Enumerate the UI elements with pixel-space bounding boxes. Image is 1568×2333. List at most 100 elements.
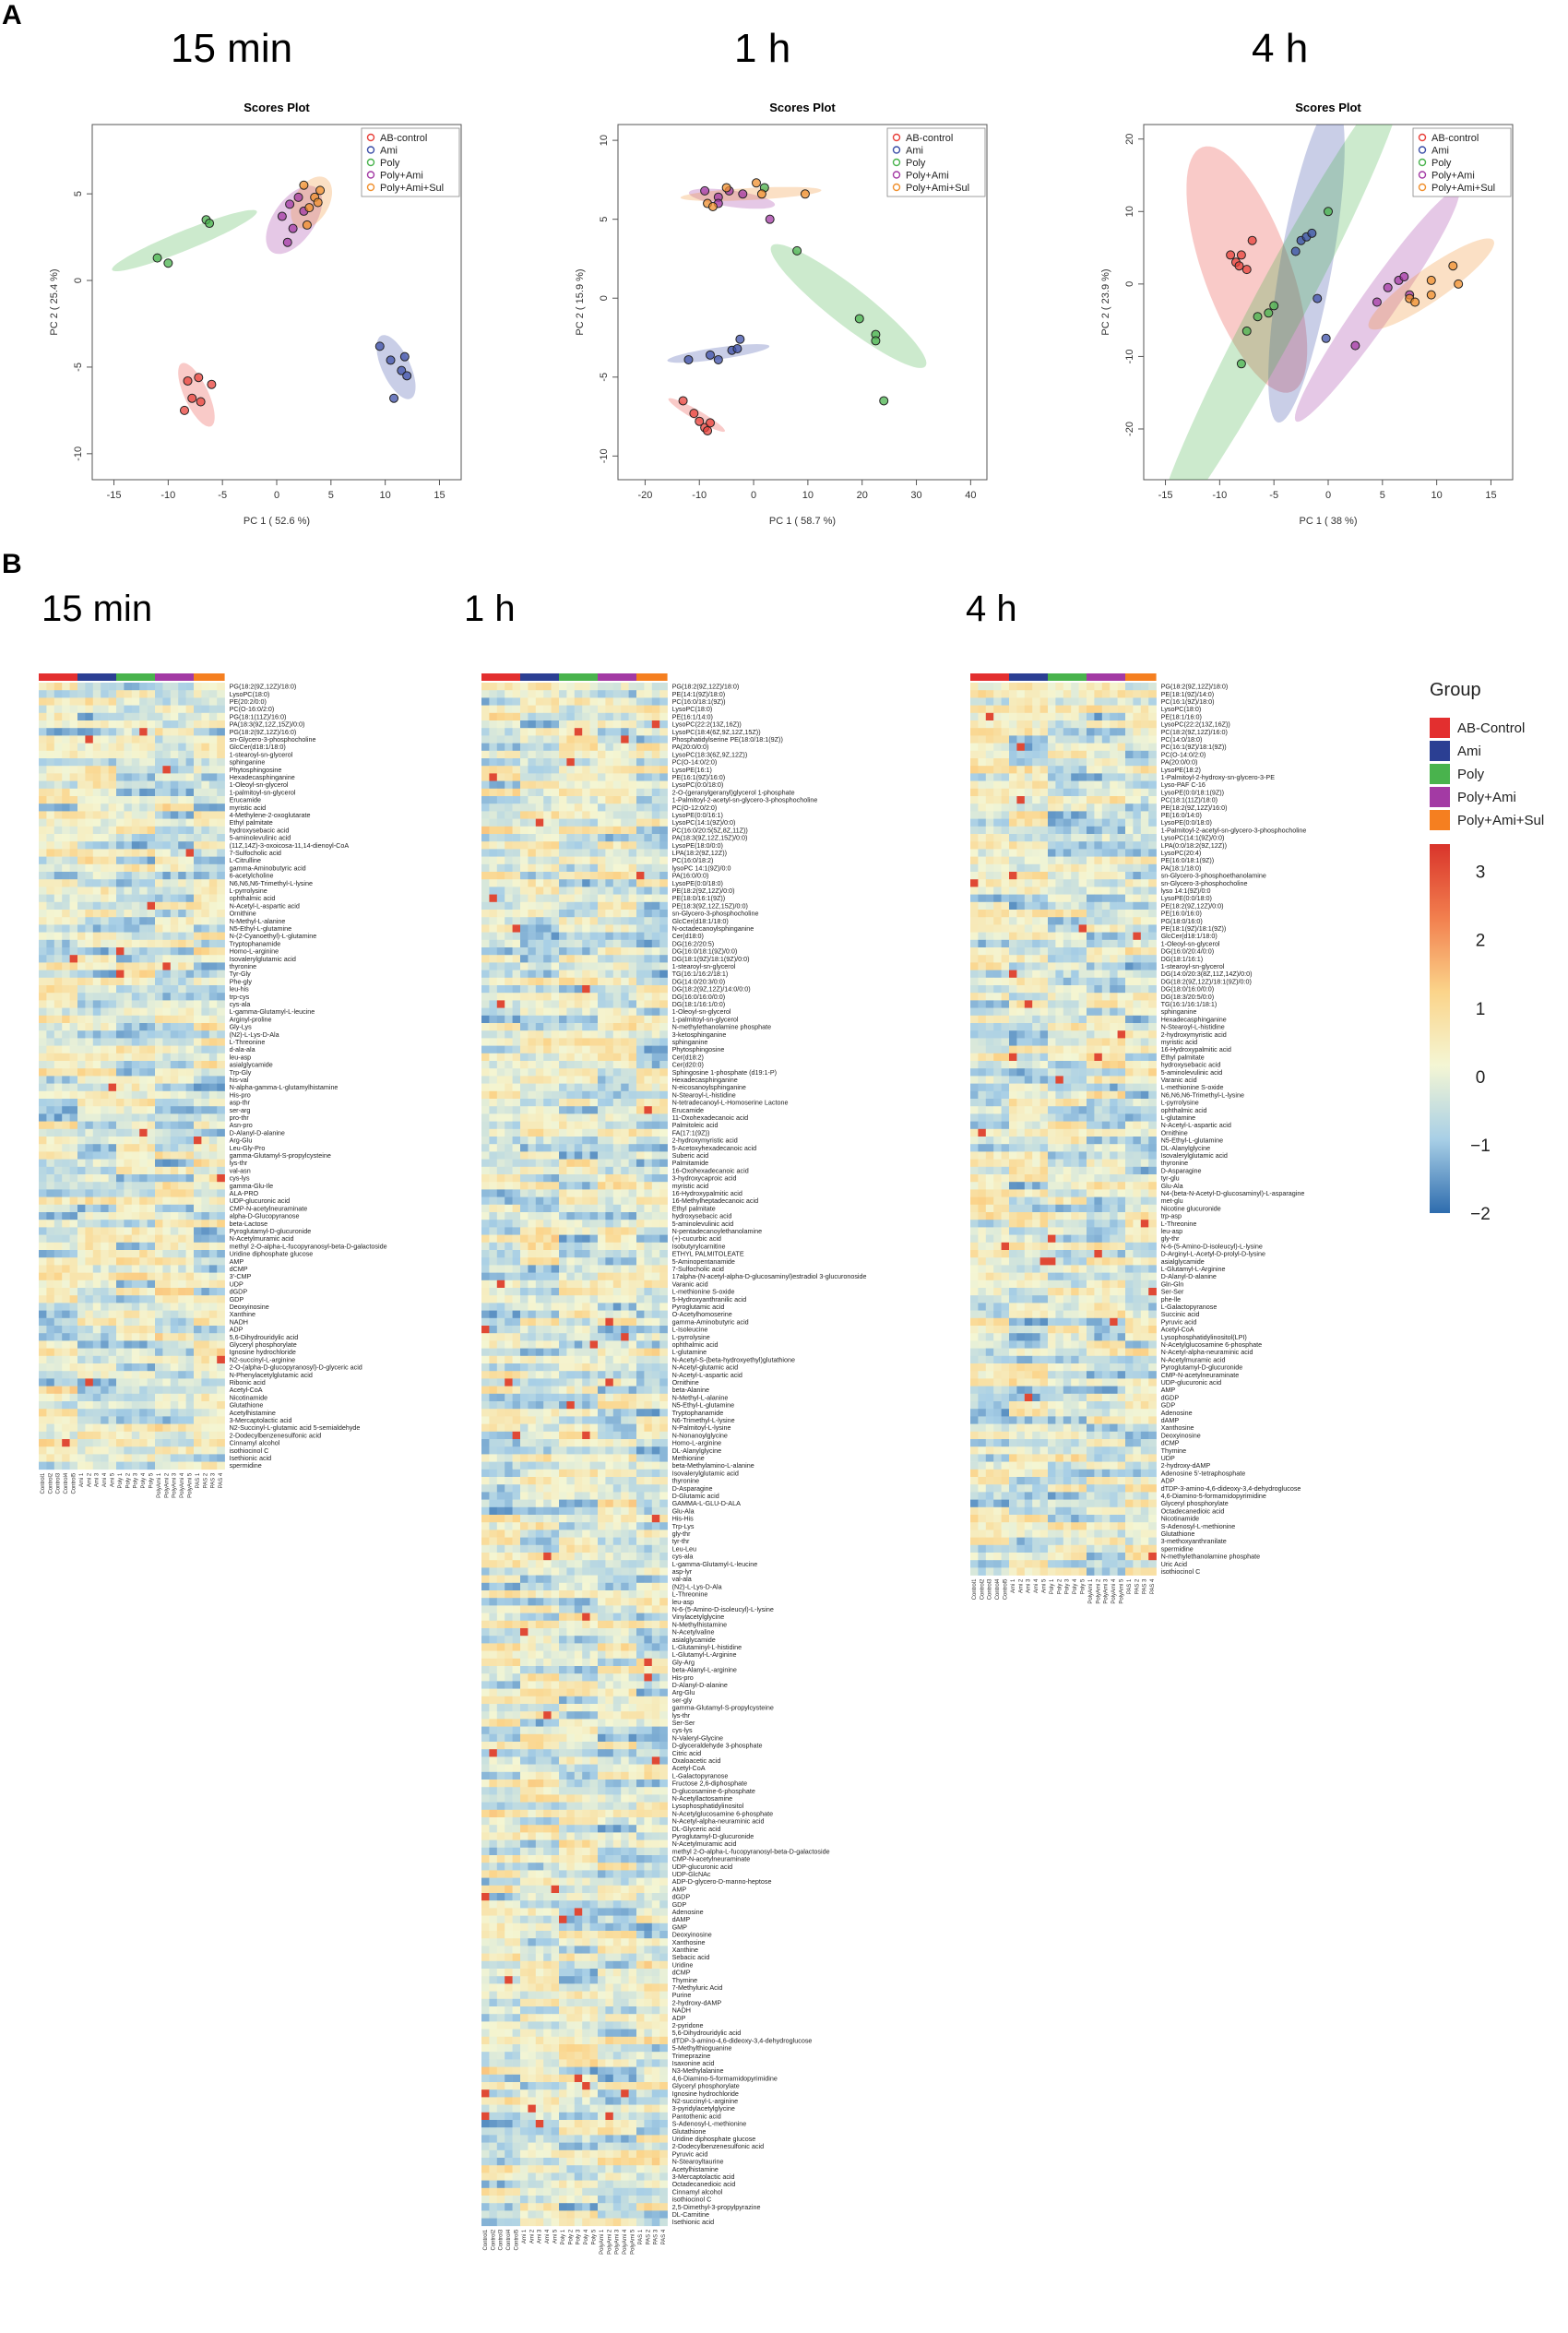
heatmap-0-cell (217, 1099, 225, 1107)
heatmap-0-cell (131, 1007, 140, 1017)
scores-1-point-poly-ami (700, 185, 710, 196)
heatmap-0-cell (124, 1038, 133, 1046)
heatmap-1-cell (566, 690, 576, 698)
heatmap-0-cell (194, 773, 202, 781)
heatmap-1-cell (528, 758, 537, 767)
heatmap-1-cell (543, 849, 552, 857)
heatmap-0-cell (201, 690, 210, 698)
heatmap-1-cell (605, 977, 614, 986)
heatmap-1-cell (636, 1137, 645, 1145)
heatmap-1-cell (496, 910, 505, 918)
heatmap-0-cell (185, 1090, 195, 1100)
heatmap-0-cell (124, 1144, 133, 1152)
heatmap-1-cell (512, 743, 521, 752)
heatmap-0-cell (92, 1326, 101, 1334)
heatmap-1-cell (636, 803, 645, 812)
heatmap-1-cell (598, 1257, 606, 1266)
heatmap-0-cell (178, 1007, 186, 1017)
heatmap-0-cell (155, 811, 163, 819)
heatmap-1-cell (628, 872, 637, 880)
heatmap-0-cell (101, 1378, 109, 1387)
heatmap-1-cell (481, 1113, 490, 1122)
heatmap-0-cell (92, 1137, 101, 1145)
heatmap-0-cell (108, 917, 117, 925)
heatmap-1-cell (598, 887, 606, 895)
heatmap-0-cell (39, 1393, 47, 1402)
heatmap-1-cell (559, 1242, 567, 1251)
heatmap-0-cell (39, 1151, 47, 1160)
heatmap-0-cell (185, 750, 195, 759)
heatmap-0-cell (139, 750, 148, 759)
heatmap-0-cell (147, 1265, 156, 1273)
heatmap-1-cell (621, 939, 629, 948)
scores-0-point-poly-ami-sul (315, 185, 326, 196)
heatmap-0-cell (124, 735, 133, 744)
heatmap-1-cell (489, 849, 498, 857)
heatmap-0-cell (178, 955, 186, 963)
heatmap-0-cell (124, 1090, 133, 1100)
scores-1-point-ab-control (689, 409, 699, 419)
heatmap-0-cell (155, 720, 163, 729)
heatmap-1-cell (543, 1106, 552, 1114)
heatmap-1-cell (636, 758, 645, 767)
heatmap-0-cell (155, 834, 163, 842)
heatmap-1-cell (559, 1317, 567, 1327)
heatmap-1-cell (551, 924, 560, 933)
heatmap-0-cell (77, 977, 86, 986)
heatmap-0-cell (53, 735, 63, 744)
heatmap-0-cell (46, 917, 55, 925)
heatmap-0-cell (39, 879, 47, 887)
heatmap-1-cell (644, 1121, 653, 1130)
heatmap-0-cell (147, 1461, 156, 1470)
heatmap-0-cell (69, 985, 78, 994)
heatmap-1-cell (535, 1090, 544, 1100)
heatmap-0-cell (139, 1166, 148, 1175)
heatmap-1-cell (621, 924, 629, 933)
heatmap-1-cell (659, 1151, 668, 1160)
heatmap-0-cell (101, 811, 109, 819)
heatmap-0-cell (147, 1204, 156, 1213)
heatmap-0-cell (185, 1159, 195, 1168)
heatmap-0-cell (170, 1250, 179, 1258)
heatmap-0-cell (108, 1204, 117, 1213)
heatmap-1-cell (621, 1128, 629, 1137)
heatmap-0-col-label: Ami 4 (102, 1472, 108, 1487)
heatmap-1-cell (659, 1288, 668, 1296)
heatmap-1-cell (636, 1090, 645, 1100)
heatmap-1-cell (612, 1000, 622, 1008)
heatmap-1-cell (520, 924, 529, 933)
heatmap-0-cell (217, 917, 225, 925)
heatmap-0-row-label: ALA-PRO (230, 1189, 259, 1197)
heatmap-0-cell (201, 872, 210, 880)
heatmap-0-cell (155, 1053, 163, 1062)
heatmap-0-row-label: Trp-Gly (230, 1068, 252, 1077)
heatmap-1-cell (644, 1007, 653, 1017)
heatmap-0-cell (39, 1204, 47, 1213)
heatmap-0-cell (178, 1386, 186, 1395)
heatmap-0-cell (92, 962, 101, 970)
heatmap-0-cell (39, 1068, 47, 1077)
heatmap-1-cell (605, 970, 614, 979)
heatmap-0-cell (147, 977, 156, 986)
heatmap-0-cell (53, 1265, 63, 1273)
heatmap-0-cell (62, 863, 70, 873)
scores-0-legend-marker (366, 171, 375, 179)
heatmap-1-cell (605, 894, 614, 903)
heatmap-0-cell (101, 1340, 109, 1349)
heatmap-1-cell (535, 1182, 544, 1190)
heatmap-0-cell (208, 1068, 218, 1077)
heatmap-0-cell (124, 985, 133, 994)
heatmap-1-cell (505, 1204, 513, 1213)
heatmap-0-cell (194, 901, 202, 911)
heatmap-1-cell (659, 1015, 668, 1024)
heatmap-0-cell (147, 1144, 156, 1152)
heatmap-1-cell (520, 1227, 529, 1235)
heatmap-1-cell (644, 1159, 653, 1168)
heatmap-1-cell (651, 1068, 660, 1077)
heatmap-0-cell (101, 1386, 109, 1395)
heatmap-1-cell (612, 1234, 622, 1244)
heatmap-0-cell (39, 955, 47, 963)
heatmap-0-cell (69, 1007, 78, 1017)
heatmap-0-cell (85, 1220, 94, 1228)
heatmap-0-cell (155, 970, 163, 979)
